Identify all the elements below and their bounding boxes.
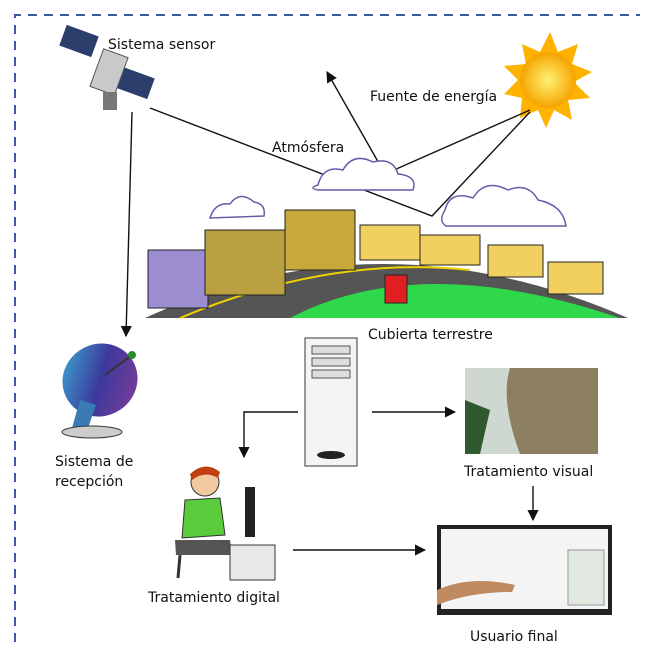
computer-icon bbox=[304, 337, 358, 467]
arrow-digital bbox=[238, 411, 298, 459]
frame bbox=[14, 14, 640, 642]
label-sensor: Sistema sensor bbox=[108, 37, 215, 53]
label-atmosphere: Atmósfera bbox=[272, 140, 344, 156]
dish-icon bbox=[61, 343, 138, 439]
label-land-cover: Cubierta terrestre bbox=[368, 327, 493, 343]
label-user: Usuario final bbox=[470, 629, 558, 645]
sun-icon bbox=[504, 32, 592, 128]
label-source: Fuente de energía bbox=[370, 89, 497, 105]
label-reception: Sistema de bbox=[55, 454, 133, 470]
clouds bbox=[208, 157, 567, 227]
downlink-arrow bbox=[120, 111, 133, 338]
label-reception: recepción bbox=[55, 474, 123, 490]
energy-path bbox=[149, 107, 531, 217]
screen-image bbox=[437, 525, 612, 615]
person-icon bbox=[175, 466, 276, 581]
label-visual: Tratamiento visual bbox=[463, 464, 593, 480]
satellite-image bbox=[465, 368, 598, 454]
town bbox=[145, 209, 628, 319]
label-digital: Tratamiento digital bbox=[147, 590, 280, 606]
satellite-icon bbox=[59, 24, 155, 110]
